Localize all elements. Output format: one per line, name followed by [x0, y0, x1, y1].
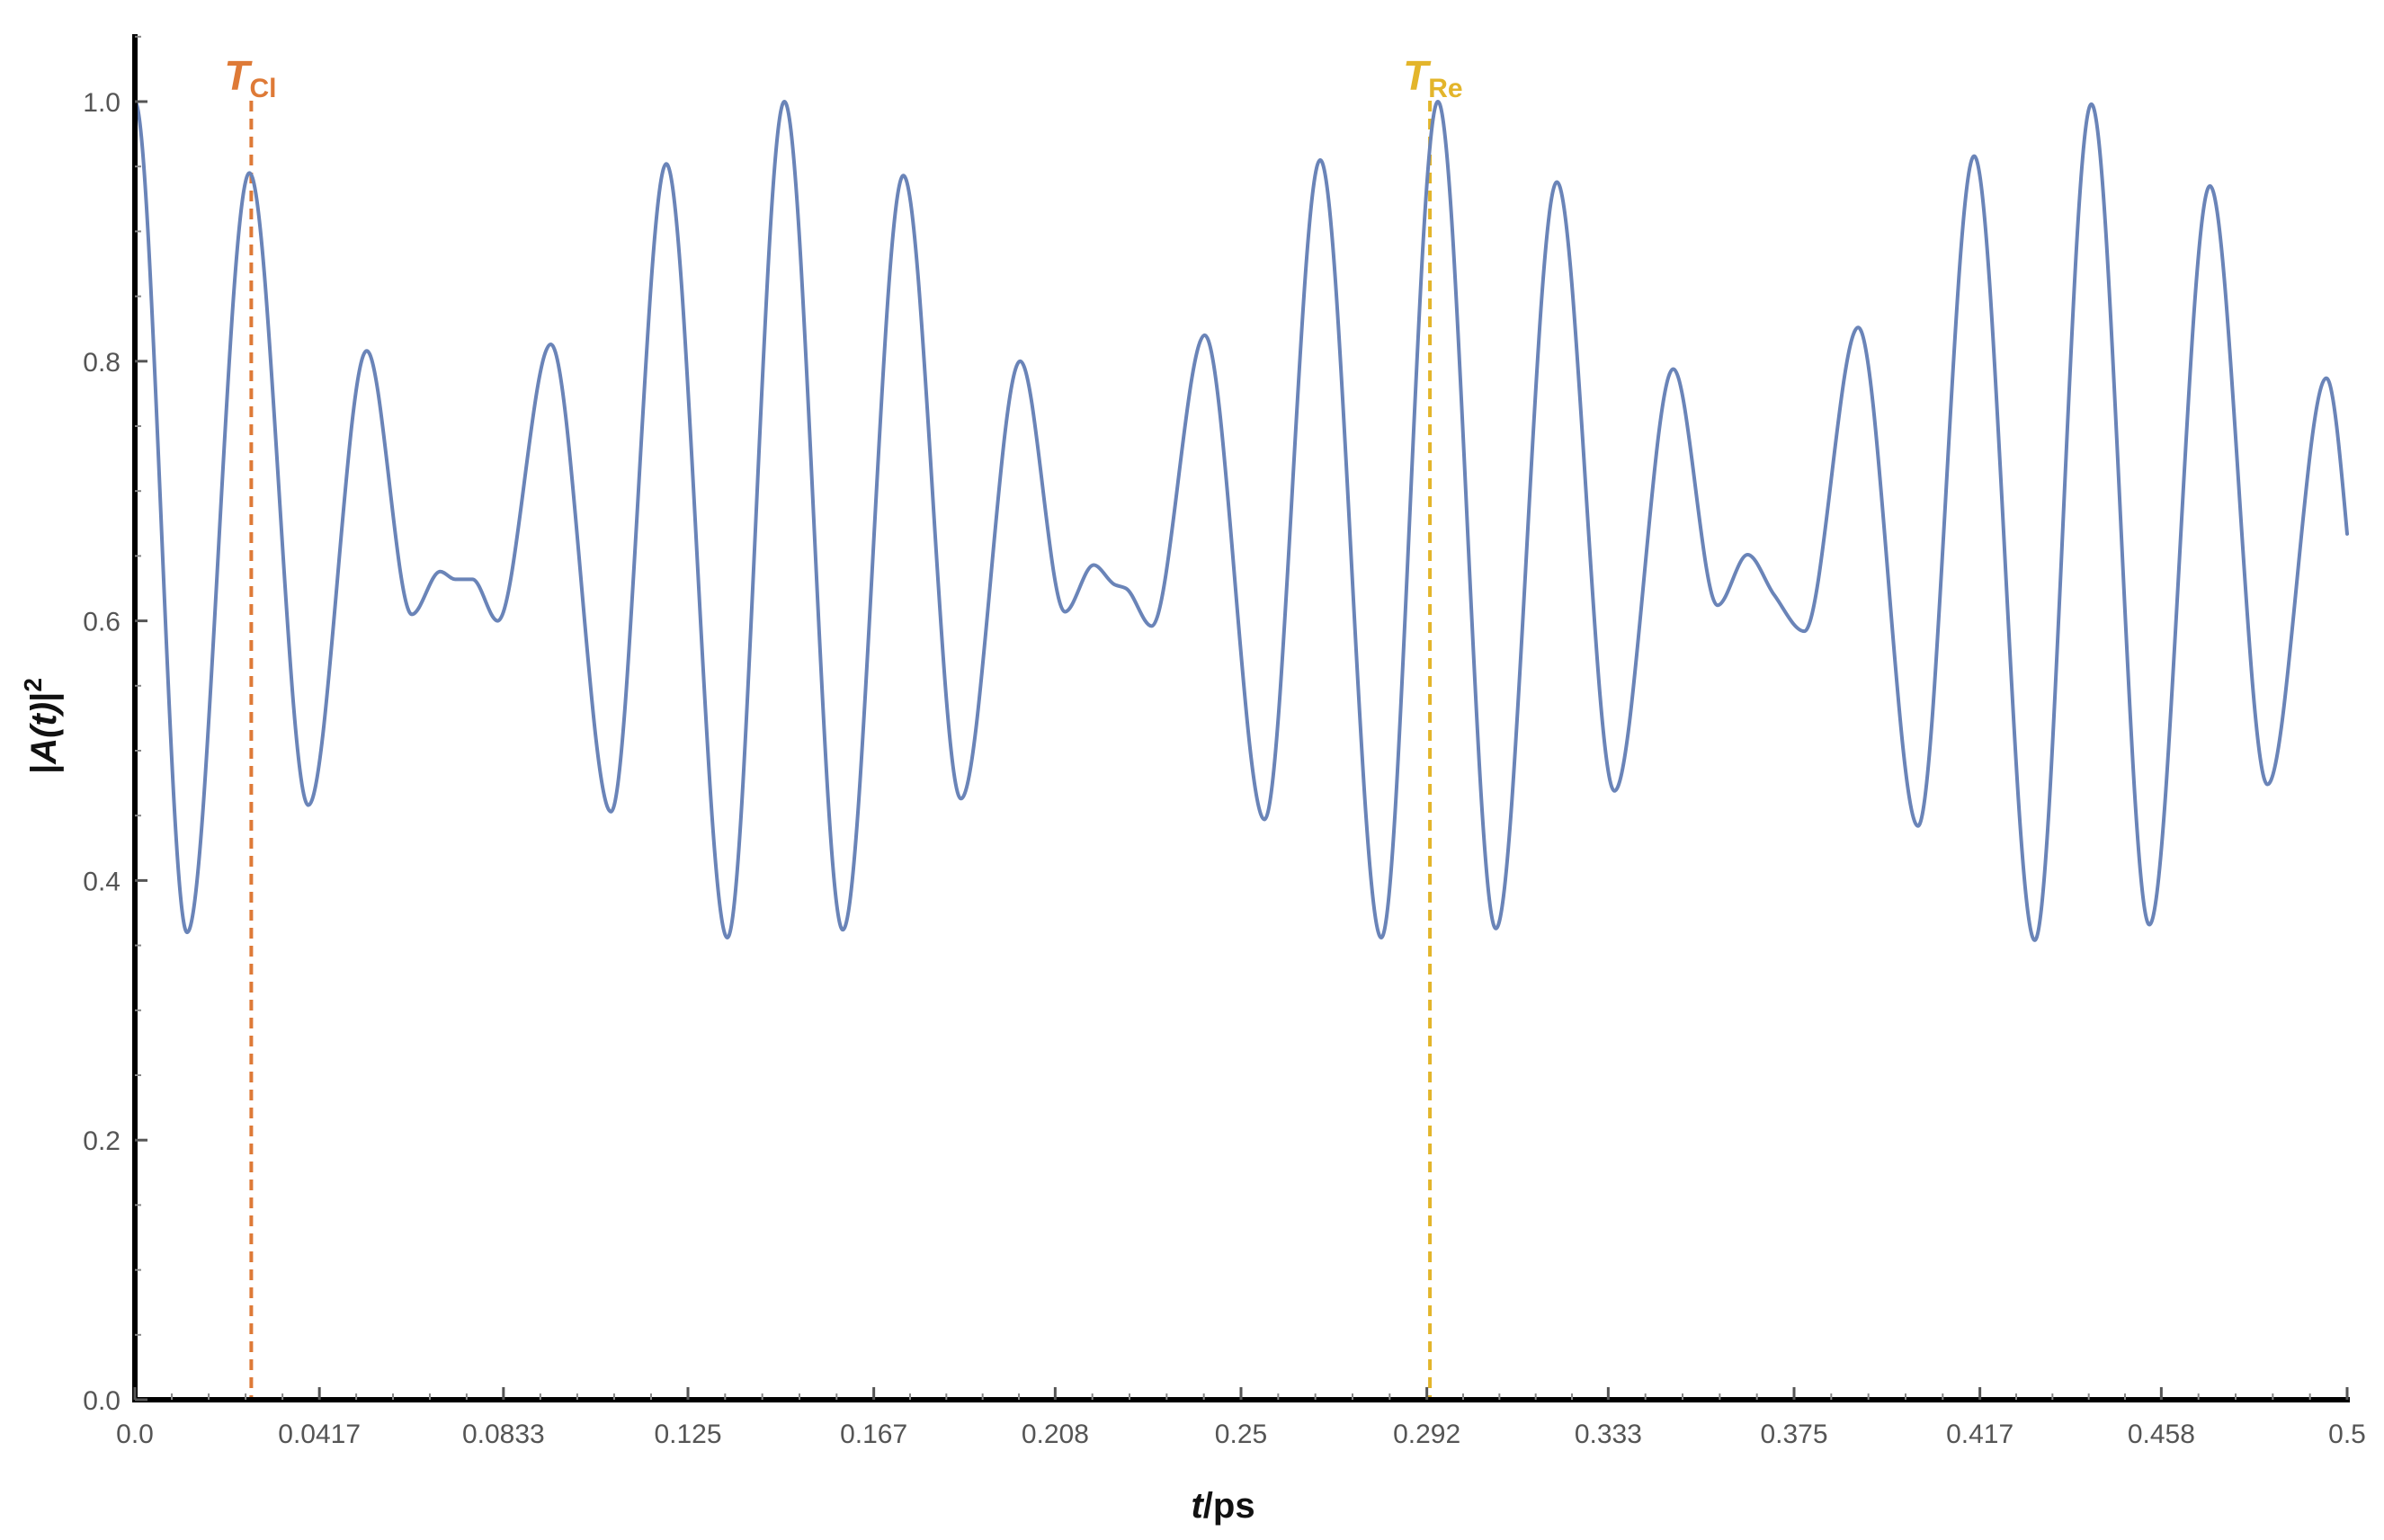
y-axis-title: |A(t)|2: [19, 678, 64, 774]
y-axis-title-bar-left: |: [24, 764, 64, 774]
marker-lines: TCl TRe: [224, 52, 1463, 1400]
y-ticks: 0.0 0.2 0.4 0.6 0.8 1.0: [83, 35, 147, 1416]
x-tick-label: 0.0417: [278, 1420, 361, 1449]
y-tick-label: 0.8: [83, 348, 121, 378]
x-axis-title-italic: t: [1191, 1486, 1204, 1526]
x-tick-label: 0.125: [654, 1420, 721, 1449]
x-tick-label: 0.375: [1760, 1420, 1827, 1449]
series-line: [133, 100, 2349, 942]
y-axis-title-bar-right: |: [24, 692, 64, 702]
y-tick-label: 0.6: [83, 608, 121, 637]
x-ticks: 0.0 0.0417 0.0833 0.125 0.167 0.208 0.25 0.292 0…: [116, 1387, 2366, 1449]
x-tick-label: 0.167: [840, 1420, 907, 1449]
y-tick-label: 0.4: [83, 867, 121, 896]
marker-label: TRe: [1403, 52, 1462, 103]
x-tick-label: 0.333: [1575, 1420, 1642, 1449]
x-axis-title-unit: /ps: [1203, 1486, 1255, 1526]
x-axis-title: t/ps: [1191, 1486, 1255, 1526]
x-tick-label: 0.0: [116, 1420, 154, 1449]
y-tick-label: 1.0: [83, 88, 121, 118]
y-axis-title-superscript: 2: [19, 678, 47, 692]
x-tick-label: 0.0833: [462, 1420, 545, 1449]
y-tick-label: 0.2: [83, 1126, 121, 1156]
x-tick-label: 0.292: [1393, 1420, 1460, 1449]
marker-label: TCl: [224, 52, 276, 103]
x-tick-label: 0.458: [2128, 1420, 2195, 1449]
x-tick-label: 0.25: [1215, 1420, 1267, 1449]
x-tick-label: 0.417: [1946, 1420, 2013, 1449]
y-tick-label: 0.0: [83, 1386, 121, 1416]
x-tick-label: 0.5: [2328, 1420, 2366, 1449]
y-axis-title-italic: A(t): [24, 702, 64, 765]
x-tick-label: 0.208: [1022, 1420, 1089, 1449]
